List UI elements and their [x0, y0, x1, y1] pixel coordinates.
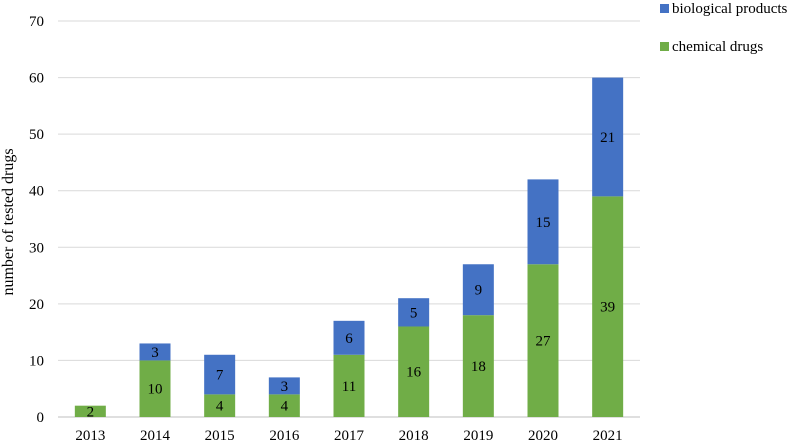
data-label: 15: [536, 215, 551, 231]
y-tick-label: 0: [37, 410, 45, 426]
data-label: 11: [342, 379, 356, 395]
y-axis-ticks: 0 10 20 30 40 50 60 70: [29, 14, 44, 426]
legend-label: biological products: [672, 1, 788, 17]
data-label: 7: [216, 368, 224, 384]
bar-segment: [268, 394, 300, 417]
data-label: 4: [216, 399, 224, 415]
y-tick-label: 70: [29, 14, 44, 30]
data-label: 2: [87, 404, 95, 420]
y-tick-label: 20: [29, 297, 44, 313]
x-tick-label: 2014: [140, 428, 171, 442]
bars: 2 10 3 4 7 4 3 11 6 16 5 18 9 27 15 39 21: [74, 77, 624, 420]
data-label: 9: [475, 283, 483, 299]
data-label: 10: [148, 382, 163, 398]
y-axis-label: number of tested drugs: [0, 148, 17, 295]
x-axis-ticks: 2013 2014 2015 2016 2017 2018 2019 2020 2021: [75, 428, 623, 444]
y-tick-label: 40: [29, 184, 44, 200]
data-label: 4: [281, 399, 289, 415]
y-tick-label: 30: [29, 240, 44, 256]
legend-label: chemical drugs: [672, 39, 763, 55]
bar-segment: [204, 394, 236, 417]
x-tick-label: 2017: [334, 428, 365, 442]
bar-segment: [333, 354, 365, 417]
y-tick-label: 10: [29, 353, 44, 369]
data-label: 18: [471, 359, 486, 375]
y-tick-label: 60: [29, 71, 44, 87]
bar-segment: [462, 264, 494, 316]
x-tick-label: 2020: [528, 428, 558, 442]
bar-segment: [527, 264, 559, 417]
bar-segment: [139, 343, 171, 361]
x-tick-label: 2021: [593, 428, 623, 442]
data-label: 39: [600, 300, 615, 316]
legend-swatch: [660, 4, 669, 13]
bar-segment: [527, 179, 559, 265]
x-tick-label: 2013: [75, 428, 105, 442]
bar-segment: [204, 354, 236, 395]
x-tick-label: 2015: [205, 428, 235, 442]
bar-segment: [268, 377, 300, 395]
data-label: 3: [281, 379, 289, 395]
x-tick-label: 2019: [463, 428, 493, 442]
bar-segment: [592, 77, 624, 197]
data-label: 3: [151, 345, 159, 361]
x-tick-label: 2018: [399, 428, 429, 442]
data-label: 6: [345, 331, 353, 347]
legend: biological products chemical drugs: [660, 1, 788, 55]
bar-segment: [398, 326, 430, 417]
data-label: 21: [600, 130, 615, 146]
bar-segment: [462, 315, 494, 417]
bar-segment: [74, 405, 106, 417]
x-tick-label: 2016: [269, 428, 300, 442]
bar-segment: [398, 298, 430, 327]
bar-segment: [333, 320, 365, 355]
bar-segment: [139, 360, 171, 417]
data-label: 27: [536, 334, 552, 350]
legend-swatch: [660, 42, 669, 51]
data-label: 16: [406, 365, 422, 381]
data-label: 5: [410, 305, 418, 321]
y-tick-label: 50: [29, 127, 44, 143]
bar-segment: [592, 196, 624, 417]
